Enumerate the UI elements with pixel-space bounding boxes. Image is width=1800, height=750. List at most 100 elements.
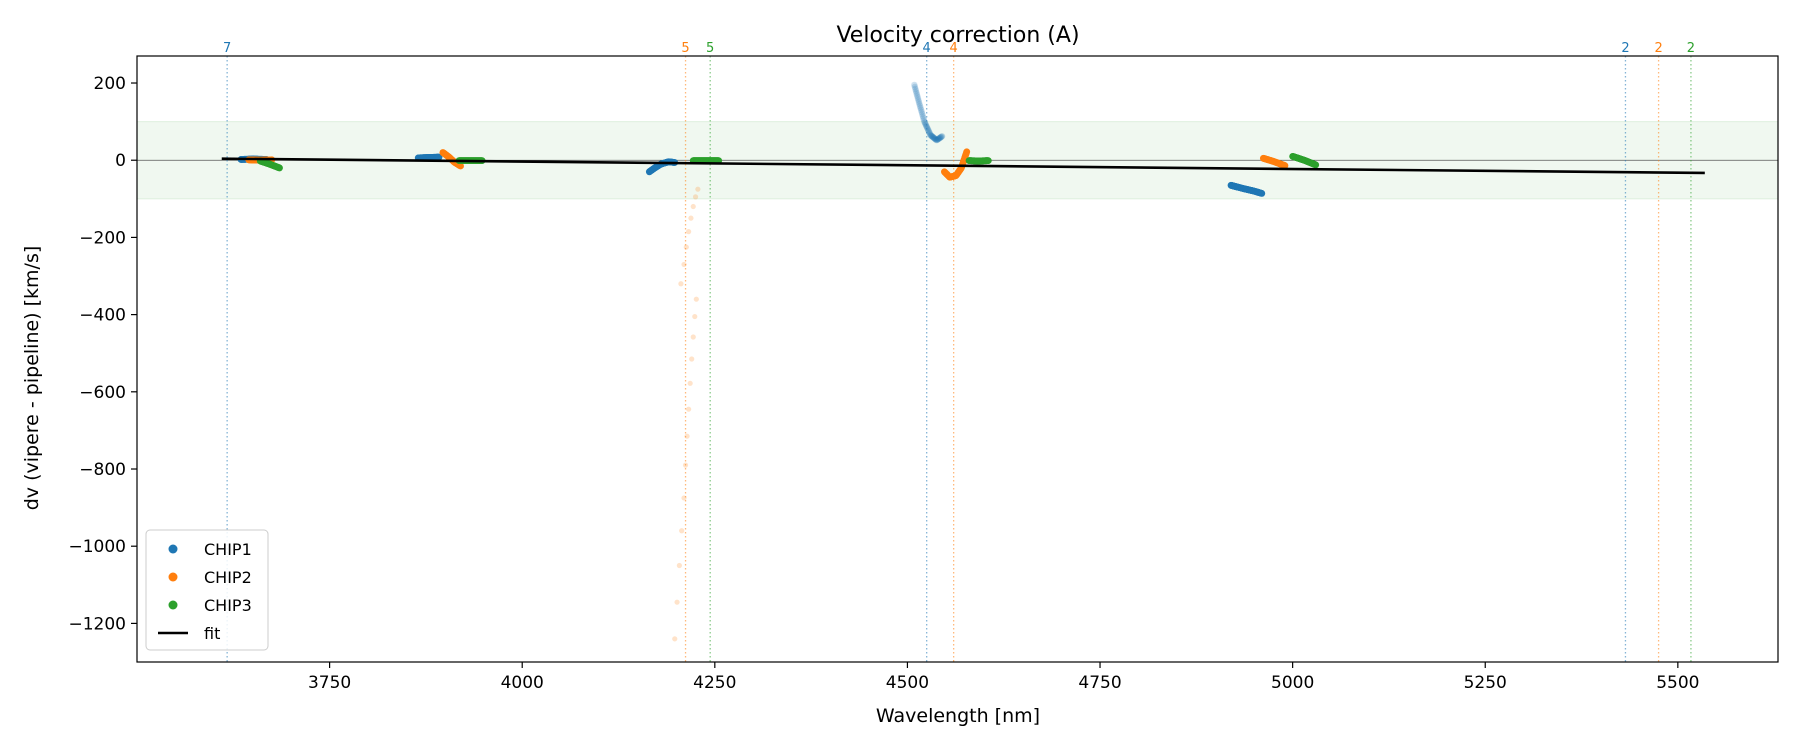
chip1-faded-point-order-4 xyxy=(936,135,943,142)
y-tick-label: −400 xyxy=(79,306,126,326)
chip2-point-order-6 xyxy=(457,162,464,170)
chip1-faded-point-order-4 xyxy=(929,134,937,141)
chip2-outlier-point xyxy=(692,194,699,200)
legend-label-chip3: CHIP3 xyxy=(204,596,252,615)
chip2-point-order-3 xyxy=(1281,162,1289,170)
chip1-faded-point-order-4 xyxy=(914,95,922,102)
order-label-chip2-4: 4 xyxy=(950,41,958,56)
legend-marker-chip2 xyxy=(168,572,178,582)
chip2-outlier-point xyxy=(695,186,701,192)
chip1-faded-point-order-4 xyxy=(915,97,922,104)
chip1-faded-point-order-4 xyxy=(932,136,940,143)
chip1-faded-point-order-4 xyxy=(937,134,944,141)
chip1-faded-point-order-4 xyxy=(912,85,919,93)
chip2-outlier-point xyxy=(678,281,684,287)
chip1-faded-point-order-4 xyxy=(934,136,941,143)
chip1-faded-point-order-4 xyxy=(938,133,946,140)
x-tick-label: 4000 xyxy=(501,673,544,693)
chip1-faded-point-order-4 xyxy=(916,102,924,110)
legend-label-chip1: CHIP1 xyxy=(204,540,252,559)
chip1-faded-point-order-4 xyxy=(927,132,935,139)
x-tick-label: 4250 xyxy=(693,673,736,693)
chip1-faded-point-order-4 xyxy=(923,124,931,131)
x-tick-label: 3750 xyxy=(308,673,351,693)
chip1-faded-point-order-4 xyxy=(919,112,926,120)
chip1-faded-point-order-4 xyxy=(914,93,921,100)
chip1-faded-point-order-4 xyxy=(921,119,929,126)
chip1-faded-point-order-4 xyxy=(926,130,934,138)
chip1-faded-point-order-4 xyxy=(931,135,938,142)
chip1-faded-point-order-4 xyxy=(913,91,921,98)
chip1-faded-point-order-4 xyxy=(920,116,928,123)
chip1-faded-point-order-4 xyxy=(935,135,942,143)
chip1-faded-point-order-4 xyxy=(931,135,939,143)
y-tick-label: −1000 xyxy=(68,537,126,557)
chip1-faded-point-order-4 xyxy=(930,134,938,142)
order-label-chip3-2: 2 xyxy=(1687,41,1695,56)
order-label-chip1-2: 2 xyxy=(1621,41,1629,56)
chip1-faded-point-order-4 xyxy=(917,106,925,114)
x-tick-label: 5250 xyxy=(1464,673,1507,693)
chip1-faded-point-order-4 xyxy=(937,133,945,141)
legend-box xyxy=(145,529,269,651)
chip2-outlier-point xyxy=(679,528,685,534)
chip2-outlier-point xyxy=(686,229,692,235)
chip1-faded-point-order-4 xyxy=(929,133,936,140)
chip1-faded-point-order-4 xyxy=(928,132,935,140)
chip1-faded-point-order-4 xyxy=(917,104,924,112)
chip1-faded-point-order-4 xyxy=(924,125,931,132)
chip2-outlier-point xyxy=(692,313,698,320)
chip1-faded-point-order-4 xyxy=(923,122,930,130)
chip2-outlier-point xyxy=(672,636,678,642)
chip3-point-order-7 xyxy=(276,164,283,172)
chip2-outlier-point xyxy=(690,334,696,340)
chip1-faded-point-order-4 xyxy=(925,127,932,134)
chip2-outlier-point xyxy=(682,462,689,468)
y-tick-label: −200 xyxy=(79,228,126,248)
order-label-chip2-5: 5 xyxy=(681,41,689,56)
y-axis-label: dv (vipere - pipeline) [km/s] xyxy=(21,246,43,511)
chip1-faded-point-order-4 xyxy=(918,108,925,116)
chip1-faded-point-order-4 xyxy=(920,114,927,121)
chip1-faded-point-order-4 xyxy=(936,134,944,142)
legend-label-chip2: CHIP2 xyxy=(204,568,252,587)
chip1-faded-point-order-4 xyxy=(922,121,930,129)
order-label-chip1-4: 4 xyxy=(923,41,931,56)
chip2-point-order-4 xyxy=(963,148,971,156)
chip1-faded-point-order-4 xyxy=(911,83,919,91)
chart-title: Velocity correction (A) xyxy=(836,23,1079,48)
x-tick-label: 5500 xyxy=(1656,673,1699,693)
chip1-faded-point-order-4 xyxy=(925,128,933,135)
legend-marker-chip1 xyxy=(168,544,178,554)
y-tick-label: −600 xyxy=(79,383,126,403)
chip1-faded-point-order-4 xyxy=(938,133,945,140)
chip1-faded-point-order-4 xyxy=(924,126,932,133)
x-tick-label: 4500 xyxy=(886,673,929,693)
chip2-outlier-point xyxy=(687,380,693,386)
x-axis-label: Wavelength [nm] xyxy=(876,705,1040,727)
chip1-faded-point-order-4 xyxy=(913,89,920,96)
chip2-outlier-point xyxy=(690,203,696,210)
chip1-faded-point-order-4 xyxy=(915,99,923,106)
fit-line xyxy=(221,157,1705,175)
chip1-faded-point-order-4 xyxy=(912,87,920,94)
order-label-chip2-2: 2 xyxy=(1654,41,1662,56)
chip1-faded-point-order-4 xyxy=(933,136,940,144)
chip1-faded-point-order-4 xyxy=(927,131,934,139)
axes-frame xyxy=(136,55,1779,663)
order-label-chip1-7: 7 xyxy=(223,41,231,56)
chip1-faded-point-order-4 xyxy=(930,134,937,141)
chip2-outlier-point xyxy=(681,261,687,268)
legend-marker-chip3 xyxy=(168,600,178,610)
chip1-faded-point-order-4 xyxy=(921,118,928,125)
chip1-faded-point-order-4 xyxy=(919,110,926,118)
chip1-faded-point-order-4 xyxy=(916,101,923,108)
chip3-point-order-4 xyxy=(984,157,992,165)
chip2-outlier-point xyxy=(693,296,699,302)
chip1-faded-point-order-4 xyxy=(935,135,943,142)
chip1-point-order-3 xyxy=(1258,190,1266,197)
chip1-faded-point-order-4 xyxy=(911,81,918,89)
x-tick-label: 5000 xyxy=(1271,673,1314,693)
chip1-faded-point-order-4 xyxy=(922,120,929,128)
